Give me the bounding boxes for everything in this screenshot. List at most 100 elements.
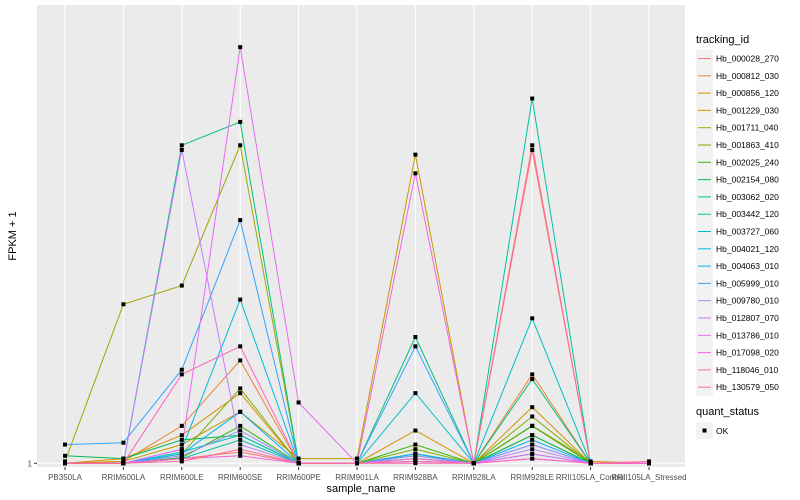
data-point (296, 456, 301, 461)
data-point (413, 391, 418, 396)
data-point (530, 437, 535, 442)
legend-label: Hb_001863_410 (716, 140, 779, 150)
x-axis-title: sample_name (326, 483, 395, 495)
x-tick-label: RRII105LA_Stressed (611, 473, 686, 482)
x-tick-label: RRIM928LE (510, 473, 554, 482)
legend-label: Hb_012807_070 (716, 313, 779, 323)
data-point (647, 459, 651, 464)
data-point (238, 119, 243, 124)
x-tick-label: RRIM600PE (276, 473, 320, 482)
x-tick-label: RRIM928LA (452, 473, 496, 482)
data-point (238, 344, 243, 349)
data-point (530, 414, 535, 419)
data-point (238, 218, 243, 223)
data-point (179, 372, 184, 377)
data-point (238, 358, 243, 363)
quant-status-marker-icon (702, 428, 707, 433)
legend-items: Hb_000028_270 Hb_000812_030 Hb_000856_120 H… (696, 50, 779, 396)
data-point (179, 433, 184, 438)
legend: tracking_id Hb_000028_270Hb_000812_030Hb… (696, 34, 779, 439)
data-point (179, 143, 184, 148)
data-point (179, 459, 184, 464)
legend-label: Hb_002154_080 (716, 175, 779, 185)
data-point (413, 152, 418, 157)
data-point (530, 377, 535, 382)
data-point (63, 442, 67, 447)
data-point (121, 440, 126, 445)
data-point (413, 459, 418, 464)
data-point (530, 447, 535, 452)
data-point (530, 433, 535, 438)
legend-label: Hb_003062_020 (716, 192, 779, 202)
data-point (530, 316, 535, 321)
data-point (238, 391, 243, 396)
data-point (355, 456, 359, 461)
data-point (296, 400, 301, 405)
data-point (179, 147, 184, 152)
data-point (238, 453, 243, 458)
data-point (530, 405, 535, 410)
x-tick-label: RRIM901LA (335, 473, 379, 482)
data-point (530, 456, 535, 461)
legend-label: Hb_004021_120 (716, 244, 779, 254)
x-tick-label: RRIM600LA (102, 473, 146, 482)
data-points (63, 45, 651, 466)
axes: PB350LA RRIM600LA RRIM600LE RRIM600SE RRIM60… (28, 459, 687, 482)
data-point (238, 45, 243, 50)
quant-status-label: OK (716, 426, 729, 436)
data-point (63, 461, 67, 466)
data-point (413, 171, 418, 176)
data-point (179, 367, 184, 372)
x-tick-label: RRII105LA_Control (556, 473, 626, 482)
data-point (413, 428, 418, 433)
x-tick-label: RRIM600LE (160, 473, 204, 482)
grid-lines (37, 5, 685, 467)
data-point (238, 450, 243, 455)
data-point (530, 147, 535, 152)
data-point (471, 461, 476, 466)
data-point (355, 461, 359, 466)
legend-label: Hb_130579_050 (716, 382, 779, 392)
data-point (238, 428, 243, 433)
legend-label: Hb_118046_010 (716, 365, 779, 375)
legend-label: Hb_003727_060 (716, 227, 779, 237)
data-point (530, 423, 535, 428)
data-point (238, 433, 243, 438)
x-tick-label: PB350LA (48, 473, 82, 482)
panel-background (37, 5, 685, 467)
data-point (121, 461, 126, 466)
data-point (179, 423, 184, 428)
data-point (530, 442, 535, 447)
data-point (179, 447, 184, 452)
y-axis-title: FPKM + 1 (7, 211, 19, 260)
data-point (238, 442, 243, 447)
data-point (413, 453, 418, 458)
legend-label: Hb_001229_030 (716, 105, 779, 115)
data-point (179, 442, 184, 447)
data-point (63, 453, 67, 458)
data-point (238, 409, 243, 414)
legend-label: Hb_004063_010 (716, 261, 779, 271)
data-point (121, 302, 126, 307)
data-point (238, 447, 243, 452)
data-point (530, 143, 535, 148)
data-point (179, 437, 184, 442)
data-point (238, 386, 243, 391)
data-point (238, 437, 243, 442)
data-point (238, 297, 243, 302)
data-point (530, 96, 535, 101)
legend-title: tracking_id (696, 34, 749, 46)
legend-label: Hb_009780_010 (716, 296, 779, 306)
legend-label: Hb_001711_040 (716, 123, 779, 133)
quant-status-legend-title: quant_status (696, 406, 759, 418)
data-point (413, 335, 418, 340)
legend-label: Hb_000856_120 (716, 88, 779, 98)
data-point (413, 447, 418, 452)
data-point (179, 453, 184, 458)
data-point (588, 461, 593, 466)
legend-label: Hb_017098_020 (716, 348, 779, 358)
data-point (413, 456, 418, 461)
data-point (530, 451, 535, 456)
x-tick-label: RRIM600SE (218, 473, 262, 482)
